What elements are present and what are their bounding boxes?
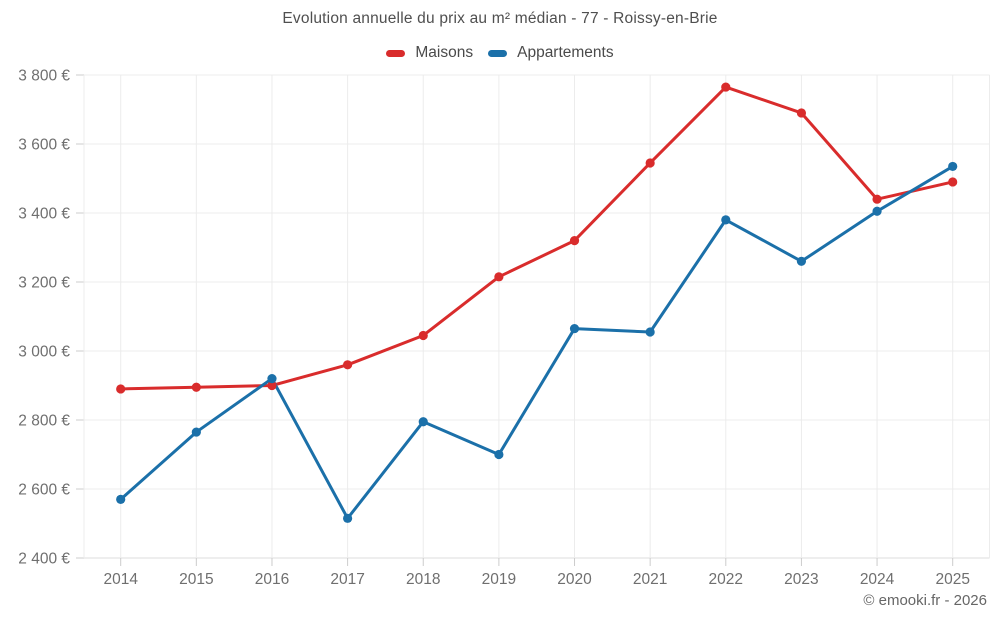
data-point-maisons-2021[interactable] [645, 158, 655, 168]
legend-label: Maisons [415, 44, 474, 61]
x-tick-label: 2015 [179, 571, 213, 588]
data-point-appartements-2025[interactable] [948, 161, 958, 172]
data-point-maisons-2022[interactable] [721, 82, 731, 92]
y-tick-label: 3 600 € [18, 137, 70, 154]
x-tick-label: 2020 [557, 571, 592, 588]
x-tick-label: 2025 [935, 571, 969, 588]
data-point-maisons-2016[interactable] [267, 380, 277, 391]
chart-title: Evolution annuelle du prix au m² médian … [282, 10, 718, 27]
data-point-appartements-2024[interactable] [872, 206, 882, 216]
data-point-maisons-2025[interactable] [948, 177, 958, 187]
y-tick-label: 3 400 € [18, 206, 70, 223]
series-line-appartements [119, 164, 955, 520]
series-line-maisons [119, 85, 955, 391]
data-point-appartements-2016[interactable] [267, 374, 277, 384]
attribution: © emooki.fr - 2026 [863, 592, 987, 609]
x-tick-label: 2022 [709, 571, 743, 588]
x-tick-label: 2018 [406, 571, 440, 588]
x-tick-label: 2014 [103, 571, 138, 588]
data-point-maisons-2015[interactable] [191, 382, 201, 392]
data-point-appartements-2018[interactable] [418, 417, 428, 427]
y-tick-label: 2 600 € [18, 482, 70, 499]
data-point-appartements-2023[interactable] [796, 256, 807, 266]
x-tick-label: 2019 [482, 571, 516, 588]
legend-swatch-maisons [386, 49, 406, 57]
data-point-maisons-2020[interactable] [569, 236, 580, 246]
y-tick-label: 3 000 € [18, 344, 70, 361]
data-point-appartements-2022[interactable] [721, 215, 731, 225]
y-tick-label: 3 200 € [18, 275, 70, 292]
data-point-appartements-2017[interactable] [343, 513, 353, 523]
data-point-appartements-2014[interactable] [116, 494, 126, 504]
data-point-appartements-2020[interactable] [569, 323, 580, 334]
legend-swatch-appartements [488, 49, 508, 57]
data-point-maisons-2018[interactable] [418, 330, 428, 341]
y-tick-label: 2 800 € [18, 413, 70, 430]
data-point-maisons-2023[interactable] [796, 108, 807, 118]
x-tick-label: 2016 [255, 571, 289, 588]
data-point-maisons-2017[interactable] [343, 360, 353, 370]
y-tick-label: 2 400 € [18, 551, 70, 568]
x-tick-label: 2017 [330, 571, 364, 588]
x-tick-label: 2024 [860, 571, 895, 588]
data-point-appartements-2021[interactable] [645, 327, 655, 337]
data-point-maisons-2019[interactable] [494, 272, 504, 282]
x-tick-label: 2023 [784, 571, 818, 588]
legend-item-maisons[interactable]: Maisons [386, 44, 473, 62]
x-tick-label: 2021 [633, 571, 667, 588]
grid [76, 74, 990, 566]
data-point-appartements-2015[interactable] [191, 427, 201, 437]
data-point-maisons-2024[interactable] [872, 194, 882, 204]
data-point-maisons-2014[interactable] [116, 384, 126, 394]
y-tick-label: 3 800 € [18, 68, 70, 85]
legend-item-appartements[interactable]: Appartements [488, 44, 614, 62]
data-point-appartements-2019[interactable] [494, 449, 504, 460]
legend-label: Appartements [517, 44, 614, 61]
chart-legend: Maisons Appartements [0, 43, 1000, 63]
